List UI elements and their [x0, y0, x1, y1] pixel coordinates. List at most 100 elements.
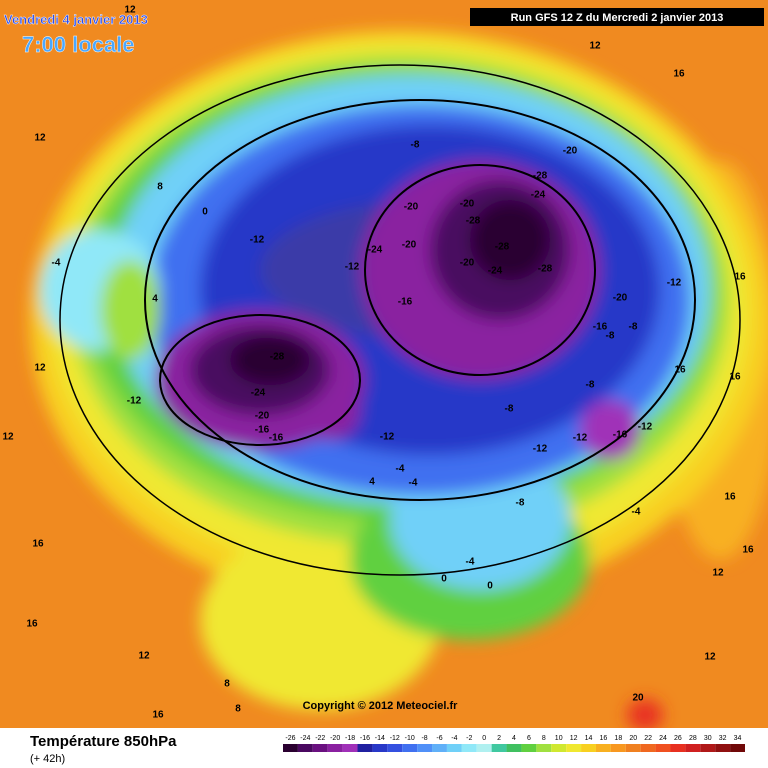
legend-swatch — [625, 744, 641, 752]
contour-label: -20 — [255, 411, 270, 422]
legend-tick-label: 16 — [600, 735, 608, 742]
contour-label: -20 — [402, 240, 417, 251]
contour-label: 16 — [673, 69, 685, 80]
contour-label: 4 — [152, 294, 158, 305]
legend-tick-label: -20 — [330, 735, 340, 742]
copyright: Copyright © 2012 Meteociel.fr — [303, 700, 459, 712]
legend-tick-label: -18 — [345, 735, 355, 742]
contour-label: -4 — [632, 507, 641, 518]
legend-swatch — [327, 744, 343, 752]
contour-label: -20 — [460, 258, 475, 269]
lead-time: (+ 42h) — [30, 753, 65, 765]
legend-tick-label: -12 — [390, 735, 400, 742]
contour-label: -4 — [409, 478, 418, 489]
contour-label: 12 — [589, 41, 601, 52]
contour-label: 4 — [369, 477, 375, 488]
legend-swatch — [595, 744, 611, 752]
contour-label: -4 — [52, 258, 61, 269]
legend-swatch — [700, 744, 716, 752]
legend-swatch — [297, 744, 313, 752]
contour-label: -28 — [495, 242, 510, 253]
legend-swatch — [446, 744, 462, 752]
contour-label: 16 — [32, 539, 44, 550]
contour-label: 16 — [724, 492, 736, 503]
contour-label: 0 — [441, 574, 447, 585]
contour-label: -24 — [531, 190, 546, 201]
legend-tick-label: -26 — [285, 735, 295, 742]
legend-swatch — [566, 744, 582, 752]
legend-tick-label: 24 — [659, 735, 667, 742]
legend-swatch — [372, 744, 388, 752]
contour-label: 16 — [742, 545, 754, 556]
contour-label: -20 — [613, 293, 628, 304]
contour-label: -8 — [516, 498, 525, 509]
legend-tick-label: 12 — [570, 735, 578, 742]
contour-label: -28 — [270, 352, 285, 363]
contour-label: -8 — [606, 331, 615, 342]
legend-swatch — [536, 744, 552, 752]
time-label: 7:00 locale — [22, 32, 135, 57]
legend-swatch — [417, 744, 433, 752]
legend-swatch — [357, 744, 373, 752]
legend-tick-label: -24 — [300, 735, 310, 742]
legend-tick-label: -6 — [436, 735, 442, 742]
legend-tick-label: 32 — [719, 735, 727, 742]
legend-swatch — [402, 744, 418, 752]
run-label: Run GFS 12 Z du Mercredi 2 janvier 2013 — [511, 12, 724, 24]
contour-label: 12 — [712, 568, 724, 579]
legend-tick-label: -22 — [315, 735, 325, 742]
contour-label: -20 — [404, 202, 419, 213]
legend-swatch — [312, 744, 328, 752]
contour-label: 0 — [487, 581, 493, 592]
legend-swatch — [521, 744, 537, 752]
legend-tick-label: 22 — [644, 735, 652, 742]
field-title: Température 850hPa — [30, 733, 177, 750]
legend-swatch — [655, 744, 671, 752]
contour-label: -28 — [466, 216, 481, 227]
contour-label: -8 — [629, 322, 638, 333]
contour-label: -12 — [573, 433, 588, 444]
contour-label: 8 — [235, 704, 241, 715]
legend-swatch — [432, 744, 447, 752]
legend-swatch — [476, 744, 492, 752]
legend-swatch — [491, 744, 507, 752]
contour-label: 16 — [152, 710, 164, 721]
contour-label: 12 — [138, 651, 150, 662]
legend-tick-label: 14 — [585, 735, 593, 742]
legend-tick-label: 30 — [704, 735, 712, 742]
run-box — [470, 8, 764, 26]
contour-label: 8 — [224, 679, 230, 690]
contour-label: 12 — [34, 133, 46, 144]
legend-swatch — [387, 744, 403, 752]
contour-label: -28 — [538, 264, 553, 275]
contour-label: 12 — [704, 652, 716, 663]
contour-labels: -28 -24 -20 -16 -16 -28 -24 -20 -28 -20 -28 -24 -20 -… — [2, 5, 754, 721]
contour-label: -24 — [488, 266, 503, 277]
contour-label: -12 — [380, 432, 395, 443]
contour-label: -4 — [466, 557, 475, 568]
contour-label: 12 — [2, 432, 14, 443]
legend-swatch — [283, 744, 298, 752]
contour-label: -12 — [127, 396, 142, 407]
legend-swatch — [715, 744, 731, 752]
date-label: Vendredi 4 janvier 2013 — [4, 12, 148, 27]
temperature-field — [0, 0, 768, 728]
contour-label: 16 — [734, 272, 746, 283]
contour-label: -24 — [251, 388, 266, 399]
legend-swatch — [342, 744, 358, 752]
legend-swatch — [730, 744, 745, 752]
contour-label: -12 — [638, 422, 653, 433]
legend-tick-label: 10 — [555, 735, 563, 742]
contour-label: 8 — [157, 182, 163, 193]
legend-tick-label: -4 — [451, 735, 457, 742]
contour-label: -12 — [345, 262, 360, 273]
contour-label: -16 — [269, 433, 284, 444]
contour-label: 0 — [202, 207, 208, 218]
contour-label: -16 — [398, 297, 413, 308]
legend-swatch — [551, 744, 567, 752]
contour-label: -12 — [667, 278, 682, 289]
contour-label: -8 — [411, 140, 420, 151]
contour-label: 16 — [729, 372, 741, 383]
